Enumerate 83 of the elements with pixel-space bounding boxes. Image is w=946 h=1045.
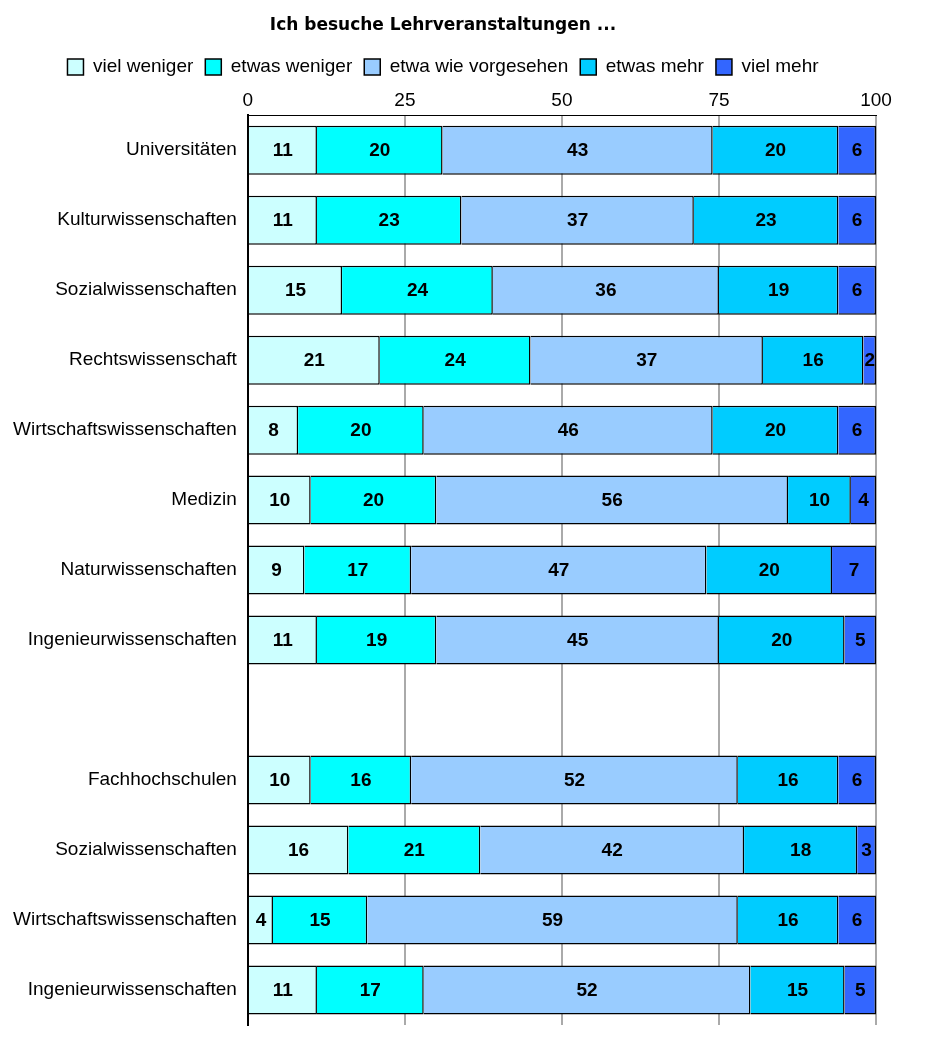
data-label: 15	[309, 909, 332, 931]
data-label: 24	[406, 279, 429, 301]
data-label: 43	[567, 139, 589, 161]
x-tick-label: 25	[394, 89, 416, 111]
legend-label: etwa wie vorgesehen	[389, 55, 569, 77]
data-label: 5	[855, 629, 867, 651]
data-label: 59	[541, 909, 564, 931]
data-label: 6	[851, 769, 863, 791]
data-label: 16	[802, 349, 824, 371]
data-label: 37	[567, 209, 589, 231]
data-label: 20	[362, 489, 385, 511]
data-label: 6	[851, 279, 863, 301]
chart-title: Ich besuche Lehrveranstaltungen ...	[269, 13, 617, 34]
data-label: 10	[269, 769, 291, 791]
data-label: 20	[369, 139, 391, 161]
data-label: 23	[755, 209, 777, 231]
data-label: 20	[764, 419, 787, 441]
y-tick-label: Rechtswissenschaft	[68, 348, 238, 370]
data-label: 37	[636, 349, 658, 371]
data-label: 6	[851, 139, 863, 161]
data-label: 9	[271, 559, 282, 581]
data-label: 16	[350, 769, 372, 791]
data-label: 17	[347, 559, 369, 581]
data-label: 3	[861, 839, 872, 861]
data-label: 11	[272, 979, 294, 1001]
data-label: 6	[851, 419, 863, 441]
legend-label: etwas weniger	[230, 55, 353, 77]
y-tick-label: Naturwissenschaften	[60, 558, 237, 580]
y-tick-label: Wirtschaftswissenschaften	[12, 418, 237, 440]
data-label: 52	[576, 979, 598, 1001]
data-label: 21	[403, 839, 426, 861]
data-label: 45	[567, 629, 589, 651]
x-tick-label: 0	[242, 89, 254, 111]
y-tick-label: Sozialwissenschaften	[55, 838, 237, 860]
y-tick-label: Universitäten	[125, 138, 237, 160]
data-label: 46	[557, 419, 579, 441]
data-label: 20	[764, 139, 787, 161]
data-label: 6	[851, 209, 863, 231]
data-label: 16	[777, 909, 799, 931]
legend-label: viel mehr	[741, 55, 820, 77]
data-label: 15	[786, 979, 809, 1001]
data-label: 42	[601, 839, 623, 861]
data-label: 24	[444, 349, 467, 371]
data-label: 6	[851, 909, 863, 931]
data-label: 56	[601, 489, 623, 511]
data-label: 52	[563, 769, 586, 791]
y-tick-label: Kulturwissenschaften	[57, 208, 237, 230]
data-label: 15	[284, 279, 307, 301]
data-label: 47	[548, 559, 570, 581]
data-label: 23	[378, 209, 400, 231]
data-label: 18	[790, 839, 812, 861]
data-label: 4	[858, 489, 870, 511]
y-tick-label: Ingenieurwissenschaften	[27, 628, 237, 650]
x-tick-label: 75	[708, 89, 730, 111]
data-label: 19	[366, 629, 388, 651]
data-label: 20	[350, 419, 372, 441]
data-label: 19	[768, 279, 790, 301]
y-tick-label: Ingenieurwissenschaften	[27, 978, 237, 1000]
data-label: 11	[272, 139, 294, 161]
data-label: 20	[771, 629, 793, 651]
data-label: 2	[864, 349, 876, 371]
data-label: 11	[272, 629, 294, 651]
data-label: 10	[269, 489, 291, 511]
data-label: 36	[595, 279, 617, 301]
data-label: 8	[268, 419, 279, 441]
data-label: 10	[808, 489, 831, 511]
data-label: 20	[758, 559, 780, 581]
data-label: 16	[777, 769, 799, 791]
data-label: 5	[855, 979, 867, 1001]
data-label: 17	[359, 979, 381, 1001]
y-tick-label: Medizin	[171, 488, 237, 510]
data-label: 21	[303, 349, 326, 371]
x-tick-label: 100	[860, 89, 892, 111]
y-tick-label: Sozialwissenschaften	[55, 278, 237, 300]
data-label: 16	[288, 839, 310, 861]
data-label: 4	[255, 909, 267, 931]
legend-label: viel weniger	[92, 55, 194, 77]
y-tick-label: Wirtschaftswissenschaften	[12, 908, 237, 930]
data-label: 11	[272, 209, 294, 231]
x-tick-label: 50	[551, 89, 573, 111]
legend-label: etwas mehr	[605, 55, 705, 77]
y-tick-label: Fachhochschulen	[87, 768, 237, 790]
data-label: 7	[848, 559, 860, 581]
